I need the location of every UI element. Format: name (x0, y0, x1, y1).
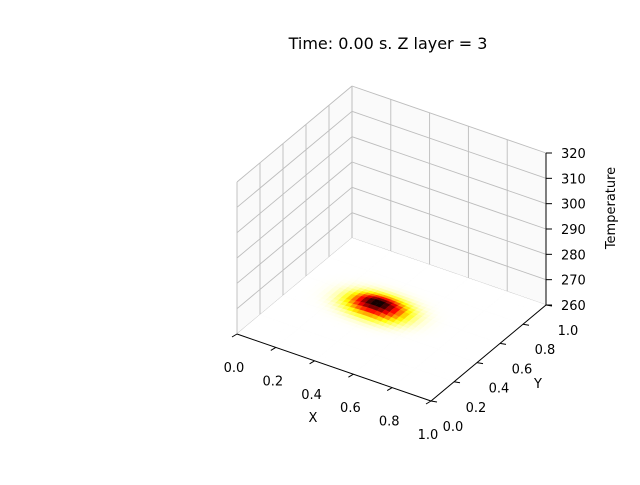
x-tick-mark (348, 373, 354, 378)
chart-title: Time: 0.00 s. Z layer = 3 (288, 34, 488, 53)
z-grid-line-side (236, 186, 353, 284)
z-tick-label: 300 (561, 198, 586, 213)
x-axis-line (236, 333, 432, 402)
z-grid-line-back (351, 186, 547, 255)
z-grid-line-back (351, 212, 547, 281)
x-tick-labels: 0.0 0.2 0.4 0.6 0.8 1.0 (224, 361, 439, 443)
z-grid-line-back (351, 136, 547, 205)
x-tick-mark (425, 400, 432, 405)
z-tick-label: 310 (561, 172, 586, 187)
x-tick-label: 0.0 (224, 361, 245, 376)
z-tick-label: 280 (561, 248, 586, 263)
y-tick-mark (453, 381, 461, 384)
y-tick-label: 1.0 (558, 324, 579, 339)
y-tick-label: 0.6 (512, 362, 533, 377)
y-axis-line (430, 304, 547, 402)
z-tick-label: 320 (561, 147, 586, 162)
y-tick-label: 0.0 (443, 420, 464, 435)
y-axis-label: Y (533, 377, 542, 392)
z-grid-line-back (351, 85, 547, 154)
z-grid-line-side (236, 161, 353, 259)
z-tick-label: 260 (561, 299, 586, 314)
z-grid-line-side (236, 85, 353, 183)
y-tick-mark (476, 362, 484, 365)
y-tick-mark (522, 323, 530, 326)
temperature-surface (236, 237, 547, 402)
x-tick-label: 1.0 (418, 428, 439, 443)
y-tick-label: 0.4 (489, 382, 510, 397)
z-grid-line-back (351, 161, 547, 230)
y-tick-labels: 0.0 0.2 0.4 0.6 0.8 1.0 (443, 324, 579, 435)
x-tick-label: 0.6 (340, 401, 361, 416)
z-tick-label: 290 (561, 223, 586, 238)
z-grid-line-side (236, 212, 353, 310)
z-grid-line-back (351, 110, 547, 179)
x-tick-label: 0.2 (262, 374, 283, 389)
y-tick-mark (499, 342, 507, 345)
x-tick-label: 0.4 (301, 388, 322, 403)
z-axis-label: Temperature (604, 167, 619, 250)
x-axis-label: X (309, 411, 318, 426)
x-tick-label: 0.8 (379, 415, 400, 430)
y-tick-label: 0.2 (466, 401, 487, 416)
x-tick-mark (231, 333, 238, 338)
y-tick-label: 0.8 (535, 343, 556, 358)
z-tick-label: 270 (561, 274, 586, 289)
x-tick-mark (309, 360, 315, 365)
tick-marks (231, 152, 553, 405)
x-tick-mark (386, 387, 393, 392)
z-grid-line-side (236, 110, 353, 208)
x-tick-mark (270, 346, 277, 351)
z-grid-line-side (236, 136, 353, 234)
y-tick-mark (430, 400, 438, 403)
z-tick-labels: 260 270 280 290 300 310 320 (561, 147, 586, 314)
